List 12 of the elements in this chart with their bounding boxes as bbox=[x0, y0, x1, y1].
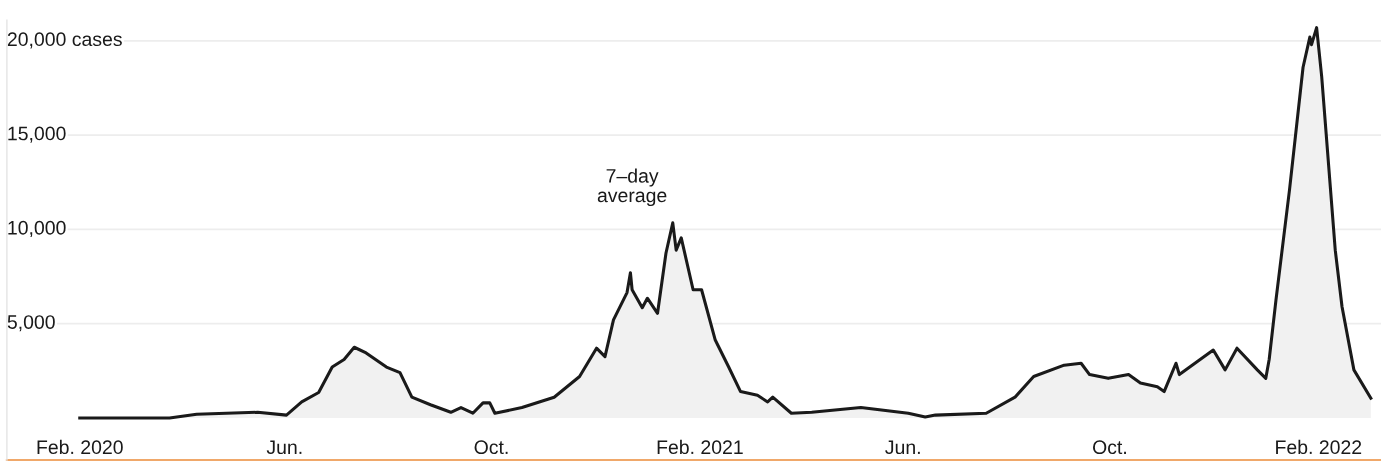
y-tick-label: 15,000 bbox=[8, 126, 66, 143]
x-tick-label: Oct. bbox=[474, 440, 508, 455]
annotation: 7–day average bbox=[597, 168, 667, 207]
y-tick-label: 20,000 cases bbox=[7, 32, 122, 49]
x-tick-label: Oct. bbox=[1093, 440, 1126, 455]
y-tick-label: 10,000 bbox=[8, 220, 66, 237]
x-tick-label: Feb. 2020 bbox=[37, 439, 123, 455]
y-tick-label: 5,000 bbox=[7, 315, 55, 332]
x-tick-label: Jun. bbox=[885, 440, 920, 455]
x-tick-label: Feb. 2022 bbox=[1276, 439, 1362, 455]
x-tick-label: Jun. bbox=[266, 440, 302, 455]
x-tick-label: Feb. 2021 bbox=[657, 439, 743, 455]
